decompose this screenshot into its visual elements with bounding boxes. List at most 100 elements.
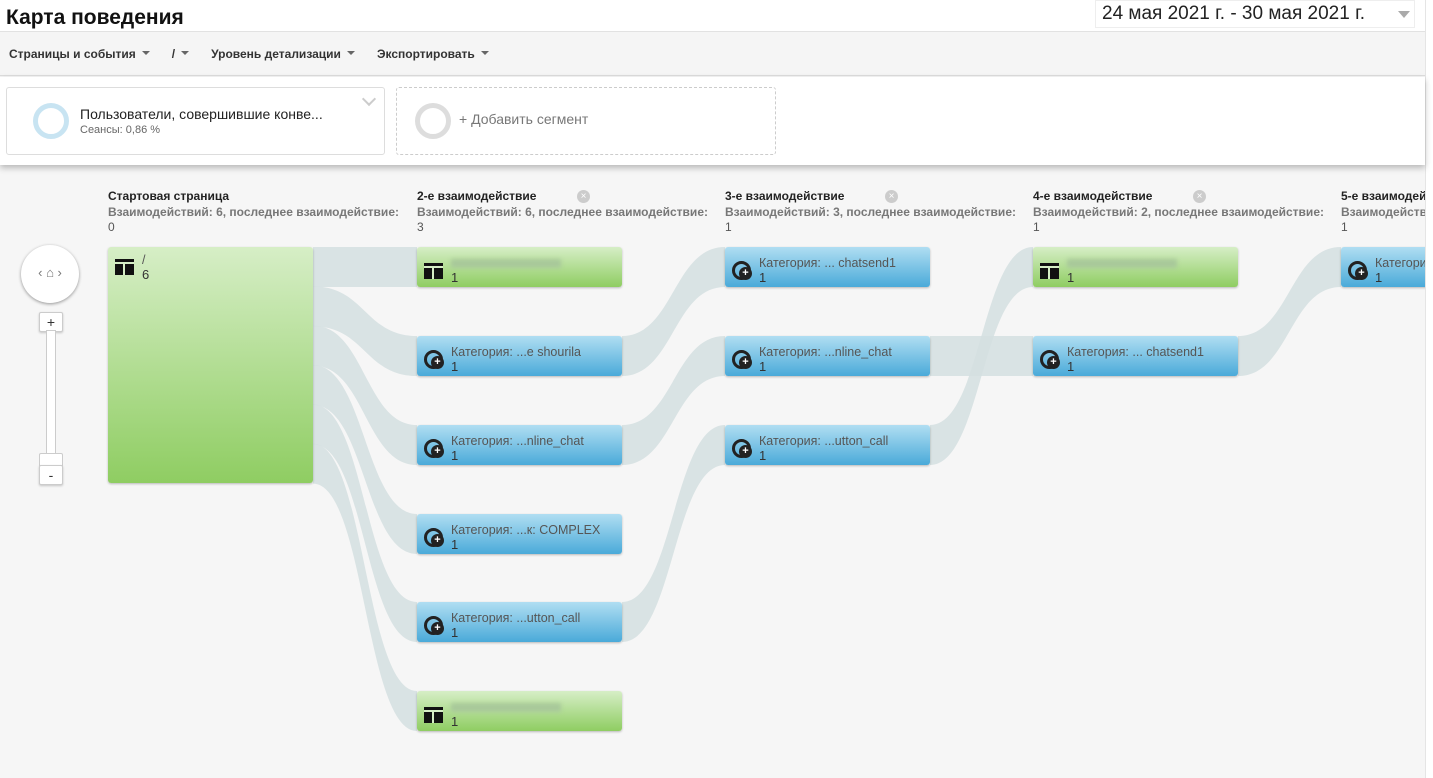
node-label xyxy=(1067,256,1177,271)
column-header: 2-е взаимодействие × Взаимодействий: 6, по… xyxy=(417,189,727,234)
segment-ring-icon xyxy=(33,103,69,139)
column-last-count: 3 xyxy=(417,220,424,234)
node-count: 1 xyxy=(451,448,459,463)
node-label xyxy=(451,256,561,271)
column-stats: Взаимодействий: 6, последнее взаимодейст… xyxy=(417,205,708,219)
page-node[interactable]: 1 xyxy=(417,691,622,731)
flow-links xyxy=(313,247,1341,731)
column-stats: Взаимодействий: 6, последнее взаимодейст… xyxy=(108,205,399,219)
flow-link[interactable] xyxy=(622,247,725,376)
flow-link[interactable] xyxy=(622,336,725,465)
pan-home-control[interactable]: ‹ ⌂ › xyxy=(21,245,79,303)
node-icon-wrap xyxy=(424,263,443,279)
home-icon: ⌂ xyxy=(46,265,54,280)
add-segment-button[interactable]: + Добавить сегмент xyxy=(396,87,776,155)
node-label: Категория xyxy=(1375,256,1425,270)
node-label: / xyxy=(142,253,146,267)
segment-metric: Сеансы: 0,86 % xyxy=(80,124,161,136)
scrollbar[interactable] xyxy=(1425,0,1433,778)
page-node[interactable]: 1 xyxy=(417,247,622,287)
node-label: Категория: ... chatsend1 xyxy=(759,256,896,270)
node-icon-wrap xyxy=(424,707,443,723)
segment-bar: Пользователи, совершившие конве... Сеанс… xyxy=(0,77,1425,165)
event-icon xyxy=(732,261,752,280)
flow-link[interactable] xyxy=(313,247,417,287)
toolbar: Страницы и события / Уровень детализации… xyxy=(0,32,1425,76)
flow-link[interactable] xyxy=(1238,247,1341,376)
blurred-label xyxy=(451,703,561,712)
flow-link[interactable] xyxy=(622,425,725,642)
node-label: Категория: ...nline_chat xyxy=(451,434,584,448)
chevron-down-icon[interactable] xyxy=(361,91,377,107)
column-stats: Взаимодействий: 1, последнее взаимодейст… xyxy=(1341,205,1425,219)
node-count: 1 xyxy=(1067,359,1075,374)
event-icon xyxy=(424,528,444,547)
event-icon xyxy=(1348,261,1368,280)
page-icon xyxy=(424,263,443,279)
date-range-label: 24 мая 2021 г. - 30 мая 2021 г. xyxy=(1102,3,1365,24)
node-count: 1 xyxy=(451,714,459,729)
zoom-in-button[interactable]: + xyxy=(39,312,63,332)
node-icon-wrap xyxy=(732,350,752,369)
active-segment[interactable]: Пользователи, совершившие конве... Сеанс… xyxy=(6,87,385,155)
remove-column-icon[interactable]: × xyxy=(1193,190,1206,203)
event-icon xyxy=(424,616,444,635)
remove-column-icon[interactable]: × xyxy=(577,190,590,203)
flow-link[interactable] xyxy=(313,443,417,731)
flow-link[interactable] xyxy=(313,325,417,465)
column-title: Стартовая страница xyxy=(108,189,230,203)
node-count: 1 xyxy=(451,359,459,374)
column-last-count: 1 xyxy=(1341,220,1348,234)
event-icon xyxy=(424,439,444,458)
node-icon-wrap xyxy=(424,350,444,369)
node-label: Категория: ... chatsend1 xyxy=(1067,345,1204,359)
zoom-slider[interactable] xyxy=(46,330,56,465)
flow-canvas[interactable]: ‹ ⌂ › + - Стартовая страница Взаимодейств… xyxy=(0,165,1425,778)
node-icon-wrap xyxy=(732,261,752,280)
column-header: 3-е взаимодействие × Взаимодействий: 3, по… xyxy=(725,189,1035,234)
flow-link[interactable] xyxy=(313,286,417,376)
event-icon xyxy=(732,350,752,369)
segment-ring-icon xyxy=(415,103,451,139)
start-page-dropdown[interactable]: / xyxy=(172,47,189,61)
node-count: 1 xyxy=(759,359,767,374)
flow-link[interactable] xyxy=(313,365,417,554)
column-title: 4-е взаимодействие xyxy=(1033,189,1153,203)
chevron-down-icon xyxy=(1398,11,1410,24)
event-node[interactable]: Категория1 xyxy=(1341,247,1425,287)
node-label: Категория: ...e shourila xyxy=(451,345,581,359)
blurred-label xyxy=(1067,259,1177,268)
remove-column-icon[interactable]: × xyxy=(885,190,898,203)
page-node[interactable]: /6 xyxy=(108,247,313,483)
column-header: Стартовая страница Взаимодействий: 6, пос… xyxy=(108,189,418,234)
node-label: Категория: ...utton_call xyxy=(759,434,889,448)
node-icon-wrap xyxy=(424,528,444,547)
page-title: Карта поведения xyxy=(6,6,184,29)
add-segment-label: + Добавить сегмент xyxy=(459,111,589,127)
page-icon xyxy=(115,259,134,275)
detail-level-dropdown[interactable]: Уровень детализации xyxy=(211,47,355,61)
flow-link[interactable] xyxy=(930,247,1033,465)
column-last-count: 1 xyxy=(725,220,732,234)
page-node[interactable]: 1 xyxy=(1033,247,1238,287)
node-count: 1 xyxy=(1067,270,1075,285)
node-count: 1 xyxy=(759,270,767,285)
pages-events-dropdown[interactable]: Страницы и события xyxy=(9,47,150,61)
zoom-out-button[interactable]: - xyxy=(39,465,63,485)
flow-link[interactable] xyxy=(313,404,417,642)
date-range-picker[interactable]: 24 мая 2021 г. - 30 мая 2021 г. xyxy=(1095,0,1415,28)
node-icon-wrap xyxy=(424,616,444,635)
node-count: 1 xyxy=(451,537,459,552)
export-dropdown[interactable]: Экспортировать xyxy=(377,47,489,61)
column-header: 4-е взаимодействие × Взаимодействий: 2, по… xyxy=(1033,189,1343,234)
node-count: 1 xyxy=(1375,270,1383,285)
node-icon-wrap xyxy=(1040,350,1060,369)
